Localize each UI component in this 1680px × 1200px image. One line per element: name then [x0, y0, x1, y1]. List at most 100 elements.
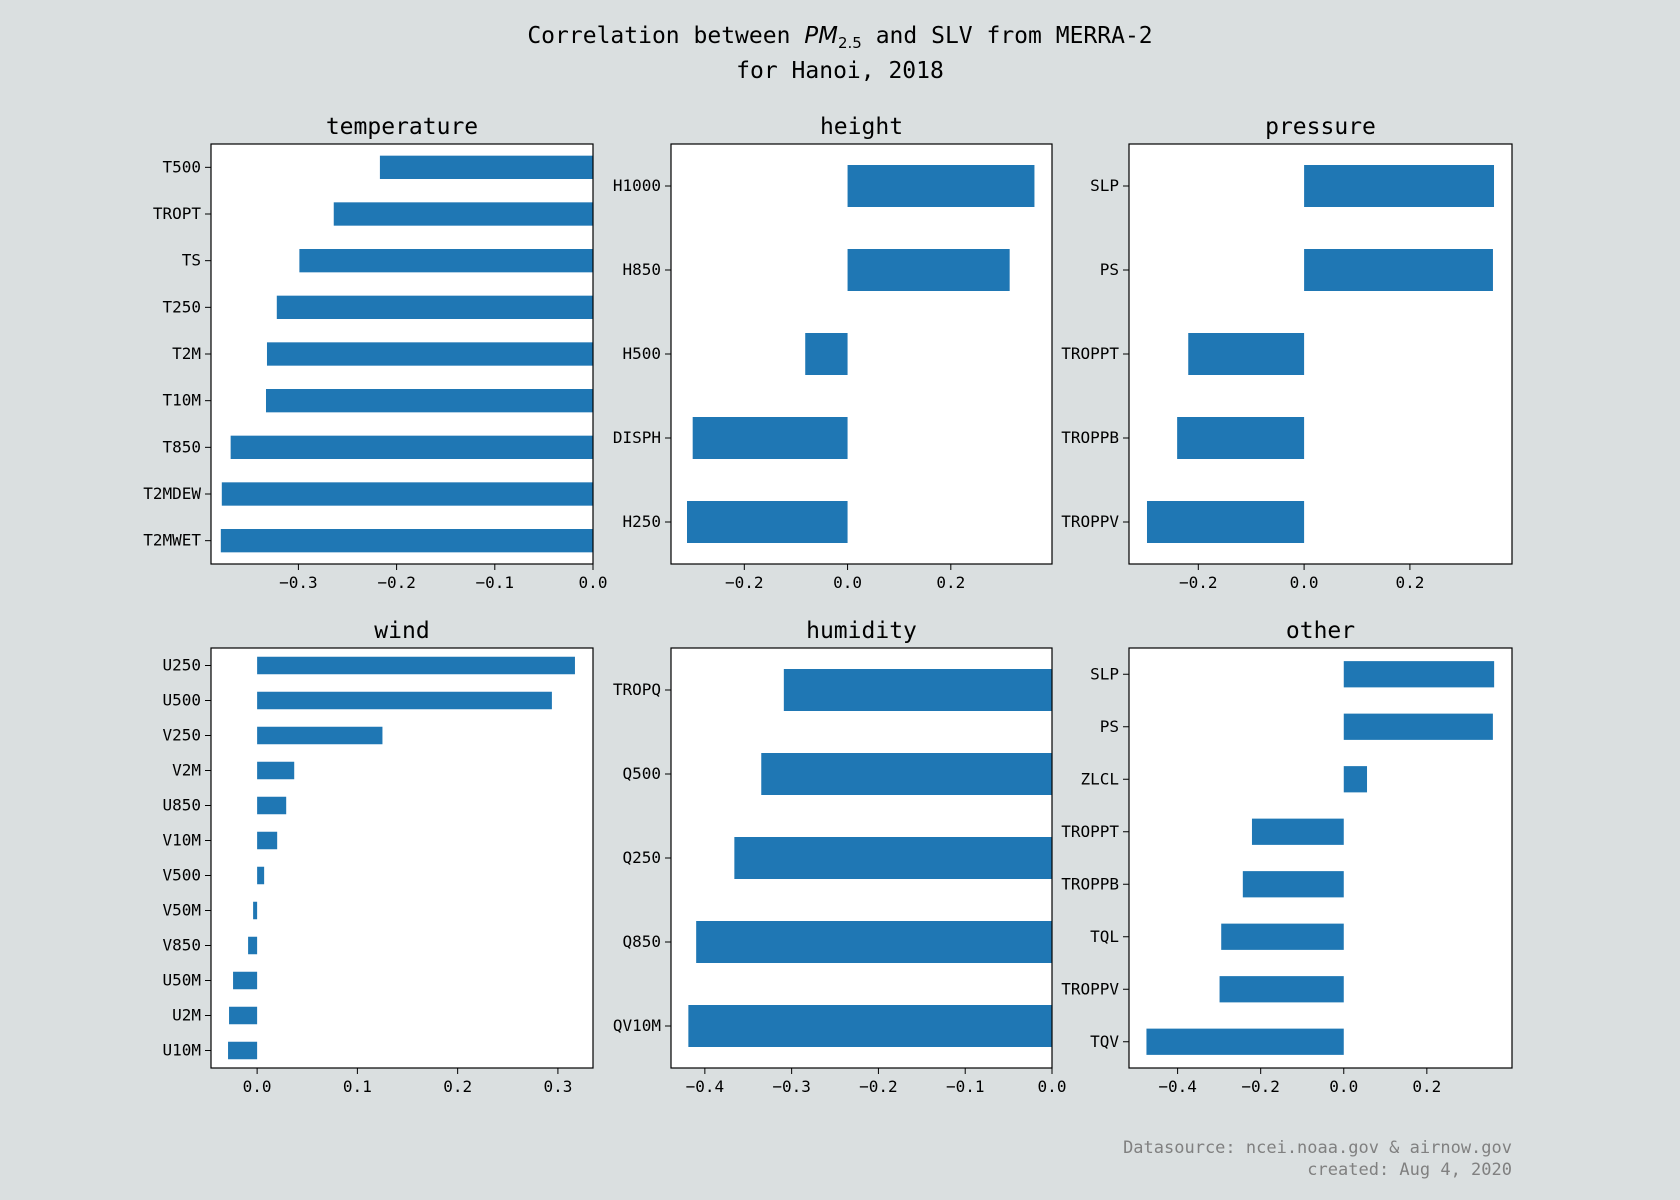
ytick-label: V10M — [162, 831, 201, 850]
xtick-label: −0.3 — [279, 573, 318, 592]
xtick-label: 0.0 — [579, 573, 608, 592]
bar-H250 — [687, 501, 848, 543]
ytick-label: TROPPV — [1061, 979, 1119, 998]
panel-background — [211, 648, 593, 1068]
bar-H1000 — [847, 165, 1035, 207]
xtick-label: −0.4 — [686, 1077, 725, 1096]
xtick-label: −0.4 — [1158, 1077, 1197, 1096]
bar-SLP — [1304, 165, 1495, 207]
ytick-label: SLP — [1090, 176, 1119, 195]
xtick-label: 0.2 — [936, 573, 965, 592]
ytick-label: ZLCL — [1080, 769, 1119, 788]
ytick-label: T2MDEW — [143, 484, 201, 503]
bar-TROPT — [333, 202, 593, 226]
credits-created: created: Aug 4, 2020 — [1307, 1160, 1512, 1180]
panel-background — [671, 144, 1052, 564]
xtick-label: 0.1 — [343, 1077, 372, 1096]
ytick-label: V850 — [162, 936, 201, 955]
panel-title: other — [1286, 618, 1355, 644]
bar-TROPPT — [1188, 333, 1305, 375]
xtick-label: −0.3 — [772, 1077, 811, 1096]
panel-frame — [670, 647, 1053, 1069]
bar-PS — [1304, 249, 1493, 291]
xtick-label: 0.0 — [1038, 1077, 1067, 1096]
xtick-label: −0.2 — [725, 573, 764, 592]
xtick-label: 0.0 — [833, 573, 862, 592]
ytick-label: SLP — [1090, 664, 1119, 683]
ytick-label: H500 — [622, 344, 661, 363]
bar-Q250 — [734, 837, 1052, 879]
panel-title: height — [820, 114, 903, 140]
bar-U50M — [233, 971, 258, 990]
ytick-label: TQL — [1090, 927, 1119, 946]
ytick-label: H1000 — [613, 176, 661, 195]
figure-title-line2: for Hanoi, 2018 — [736, 58, 944, 84]
xtick-label: 0.2 — [1395, 573, 1424, 592]
xtick-label: −0.2 — [1179, 573, 1218, 592]
bar-ZLCL — [1343, 766, 1368, 793]
panel-frame — [210, 143, 594, 565]
xtick-label: −0.2 — [377, 573, 416, 592]
xtick-label: −0.2 — [859, 1077, 898, 1096]
bar-V250 — [257, 726, 383, 745]
ytick-label: Q850 — [622, 932, 661, 951]
bar-QV10M — [688, 1005, 1052, 1047]
panel-title: humidity — [806, 618, 917, 644]
bar-Q500 — [761, 753, 1052, 795]
title-pm-main: PM — [804, 23, 838, 49]
ytick-label: TROPPT — [1061, 822, 1119, 841]
ytick-label: V2M — [172, 761, 201, 780]
ytick-label: T2MWET — [143, 531, 201, 550]
ytick-label: TROPQ — [613, 680, 661, 699]
panel-humidity: TROPQ Q500 Q250 Q850 QV10M −0.4 −0.3 −0.2 −0.1 0.… — [613, 618, 1067, 1096]
panel-temperature: T500 TROPT TS T250 T2M T10M T850 T2MDEW T2MWET −0… — [143, 114, 607, 592]
panel-wind: U250 U500 V250 V2M U850 V10M V500 V50M V850 U50M U… — [162, 618, 594, 1096]
ytick-label: U50M — [162, 971, 201, 990]
bar-V10M — [257, 831, 278, 850]
panel-frame — [1128, 143, 1513, 565]
bar-V50M — [253, 901, 258, 920]
ytick-label: TROPPV — [1061, 512, 1119, 531]
figure-title: Correlation between PM2.5 and SLV from M… — [0, 22, 1680, 85]
xtick-label: 0.2 — [1412, 1077, 1441, 1096]
panel-frame — [210, 647, 594, 1069]
ytick-label: V50M — [162, 901, 201, 920]
ytick-label: T250 — [162, 297, 201, 316]
bar-TROPPB — [1177, 417, 1305, 459]
ytick-label: TROPPB — [1061, 874, 1119, 893]
ytick-label: V500 — [162, 866, 201, 885]
title-pm: PM2.5 — [804, 23, 862, 52]
xtick-label: −0.1 — [476, 573, 515, 592]
ytick-label: T2M — [172, 344, 201, 363]
xtick-label: 0.2 — [443, 1077, 472, 1096]
ytick-label: TROPPT — [1061, 344, 1119, 363]
bar-T850 — [230, 435, 593, 459]
ytick-label: PS — [1100, 717, 1119, 736]
bar-TROPPV — [1219, 976, 1344, 1003]
xtick-label: 0.0 — [1329, 1077, 1358, 1096]
bar-T2MDEW — [221, 482, 593, 506]
bar-H850 — [847, 249, 1010, 291]
bar-TROPPV — [1146, 501, 1305, 543]
ytick-label: U2M — [172, 1006, 201, 1025]
bar-TS — [299, 249, 593, 273]
bar-U850 — [257, 796, 287, 815]
ytick-label: TROPPB — [1061, 428, 1119, 447]
ytick-label: U10M — [162, 1041, 201, 1060]
panel-background — [1129, 648, 1512, 1068]
ytick-label: U250 — [162, 656, 201, 675]
bar-T250 — [276, 295, 593, 319]
ytick-label: T850 — [162, 437, 201, 456]
ytick-label: PS — [1100, 260, 1119, 279]
bar-U10M — [228, 1041, 258, 1060]
panel-title: wind — [374, 618, 429, 644]
title-suffix: and SLV from MERRA-2 — [861, 23, 1153, 49]
ytick-label: Q250 — [622, 848, 661, 867]
panel-height: H1000 H850 H500 DISPH H250 −0.2 0.0 0.2 height — [613, 114, 1053, 592]
credits: Datasource: ncei.noaa.gov & airnow.gov c… — [1123, 1137, 1512, 1181]
credits-source: Datasource: ncei.noaa.gov & airnow.gov — [1123, 1138, 1512, 1158]
ytick-label: TS — [182, 251, 201, 270]
bar-T2M — [266, 342, 593, 366]
bar-H500 — [805, 333, 848, 375]
